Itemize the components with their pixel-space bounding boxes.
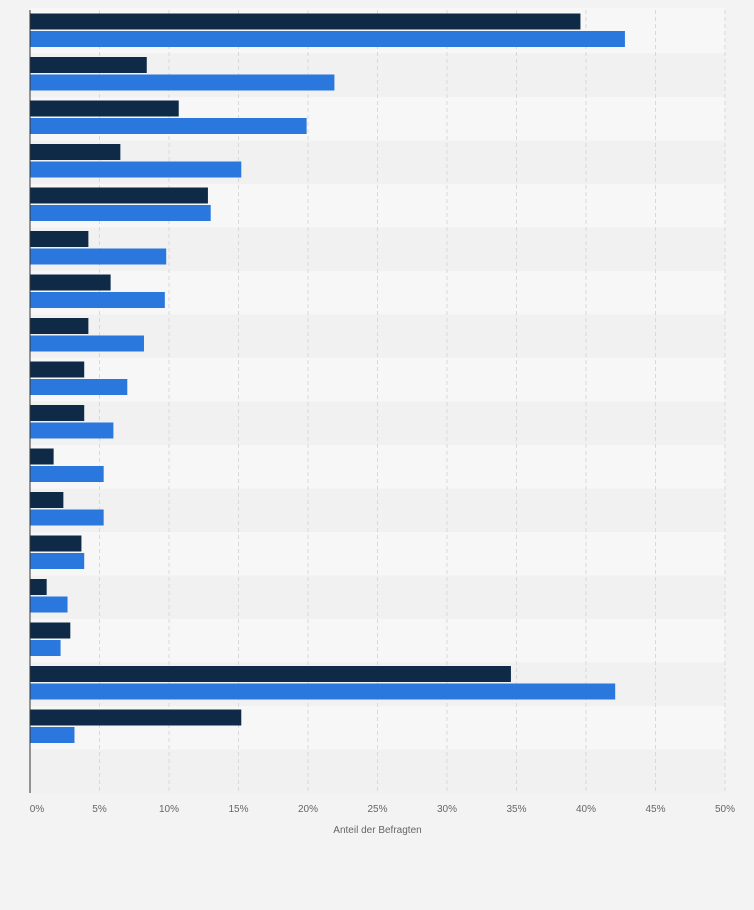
bar-series2-8 xyxy=(30,335,144,352)
x-tick-label: 30% xyxy=(437,804,457,815)
bar-series1-4 xyxy=(30,144,121,160)
x-tick-label: 45% xyxy=(645,804,665,815)
bar-series2-11 xyxy=(30,466,104,482)
bar-series2-5 xyxy=(30,205,211,221)
x-tick-label: 0% xyxy=(30,804,45,815)
row-band xyxy=(30,358,725,402)
x-axis-title: Anteil der Befragten xyxy=(333,825,421,836)
bar-series2-16 xyxy=(30,683,616,700)
bar-series1-7 xyxy=(30,274,111,291)
bar-series2-14 xyxy=(30,596,68,613)
row-band xyxy=(30,575,725,619)
bar-series1-15 xyxy=(30,622,71,639)
x-tick-label: 40% xyxy=(576,804,596,815)
bar-series2-17 xyxy=(30,727,75,743)
bar-series2-3 xyxy=(30,118,307,134)
bar-series1-17 xyxy=(30,709,242,726)
bar-series1-2 xyxy=(30,57,147,73)
bar-series2-6 xyxy=(30,248,167,265)
bar-series1-12 xyxy=(30,492,64,508)
row-band xyxy=(30,749,725,793)
row-band xyxy=(30,532,725,576)
bar-series2-4 xyxy=(30,161,242,178)
bar-series1-16 xyxy=(30,666,511,682)
bar-series2-1 xyxy=(30,31,625,47)
x-tick-label: 20% xyxy=(298,804,318,815)
bar-series1-8 xyxy=(30,318,89,334)
x-tick-label: 50% xyxy=(715,804,735,815)
x-tick-label: 10% xyxy=(159,804,179,815)
bar-series1-13 xyxy=(30,535,82,552)
bar-series2-12 xyxy=(30,509,104,526)
x-tick-label: 25% xyxy=(367,804,387,815)
bar-series2-15 xyxy=(30,640,61,656)
x-tick-label: 15% xyxy=(228,804,248,815)
bar-series1-6 xyxy=(30,231,89,247)
bar-series1-1 xyxy=(30,13,581,30)
bar-series2-13 xyxy=(30,553,85,569)
bar-series1-3 xyxy=(30,100,179,117)
bar-series1-5 xyxy=(30,187,208,204)
bar-series1-11 xyxy=(30,448,54,465)
bar-series1-9 xyxy=(30,361,85,378)
bar-series2-10 xyxy=(30,422,114,439)
bar-series1-14 xyxy=(30,579,47,595)
bar-series2-7 xyxy=(30,292,165,308)
x-tick-label: 35% xyxy=(506,804,526,815)
bar-series1-10 xyxy=(30,405,85,421)
bar-series2-2 xyxy=(30,74,335,91)
bar-series2-9 xyxy=(30,379,128,395)
x-tick-label: 5% xyxy=(92,804,107,815)
